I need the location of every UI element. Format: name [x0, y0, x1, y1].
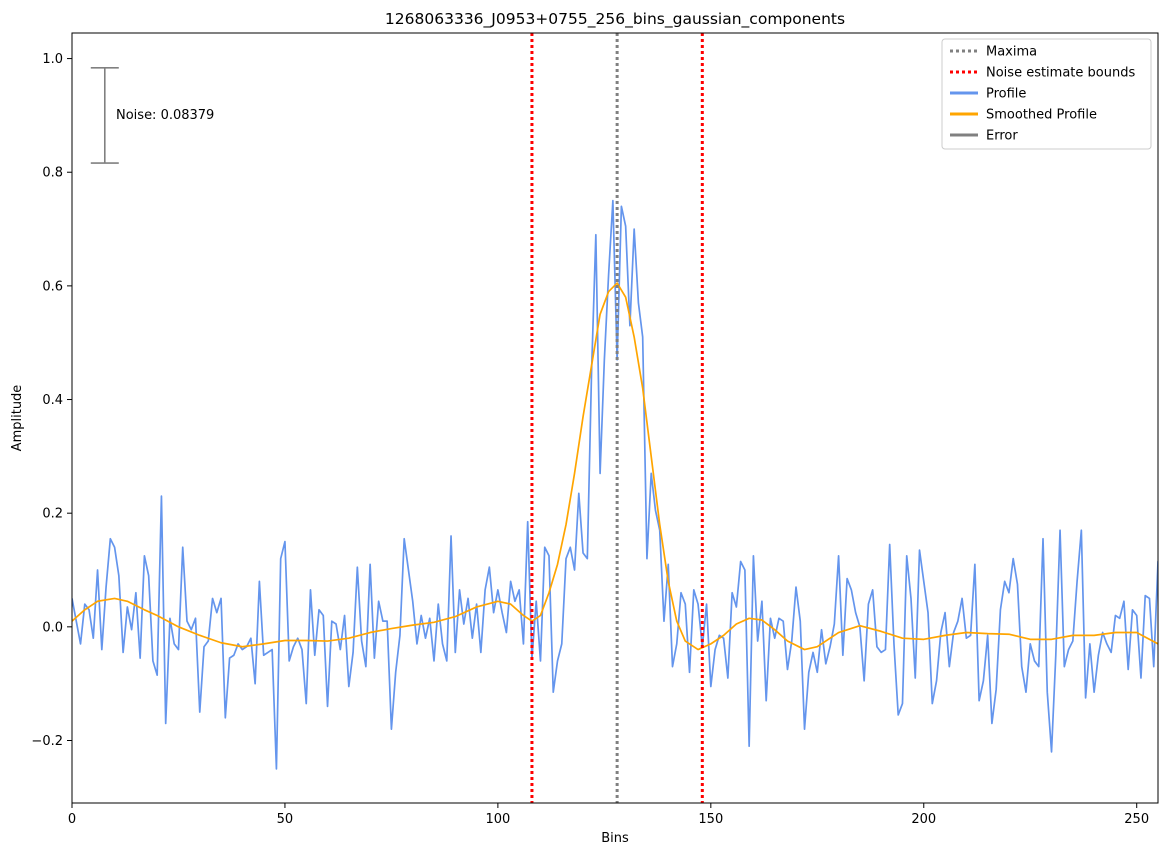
noise-error-bar [90, 66, 119, 164]
y-tick-label: 0.6 [42, 279, 63, 294]
x-tick-label: 200 [911, 812, 936, 827]
x-axis-label: Bins [601, 831, 629, 846]
y-tick-label: 0.8 [42, 166, 63, 181]
series-line-smoothed-profile [72, 282, 1158, 651]
chart-title: 1268063336_J0953+0755_256_bins_gaussian_… [385, 10, 845, 29]
y-tick-label: −0.2 [31, 734, 63, 749]
legend-box [941, 38, 1152, 150]
legend-label: Smoothed Profile [986, 108, 1097, 123]
x-tick-label: 250 [1124, 812, 1149, 827]
legend-label: Profile [986, 87, 1026, 102]
y-tick-label: 0.4 [42, 393, 63, 408]
x-tick-label: 50 [277, 812, 294, 827]
y-tick-label: 1.0 [42, 52, 63, 67]
legend-label: Error [986, 129, 1018, 144]
y-axis-label: Amplitude [10, 385, 25, 452]
legend-label: Noise estimate bounds [986, 66, 1135, 81]
x-axis: 0 50 100 150 200 250 [68, 803, 1149, 827]
legend-label: Maxima [986, 45, 1037, 60]
noise-annotation: Noise: 0.08379 [116, 108, 214, 123]
y-axis: −0.2 0.0 0.2 0.4 0.6 0.8 1.0 [31, 52, 72, 749]
plot-area [72, 33, 1158, 803]
y-tick-label: 0.0 [42, 620, 63, 635]
y-tick-label: 0.2 [42, 507, 63, 522]
legend: Maxima Noise estimate bounds Profile Smooth… [941, 38, 1152, 150]
x-tick-label: 0 [68, 812, 76, 827]
x-tick-label: 100 [485, 812, 510, 827]
x-tick-label: 150 [698, 812, 723, 827]
axes-frame [71, 32, 1159, 804]
